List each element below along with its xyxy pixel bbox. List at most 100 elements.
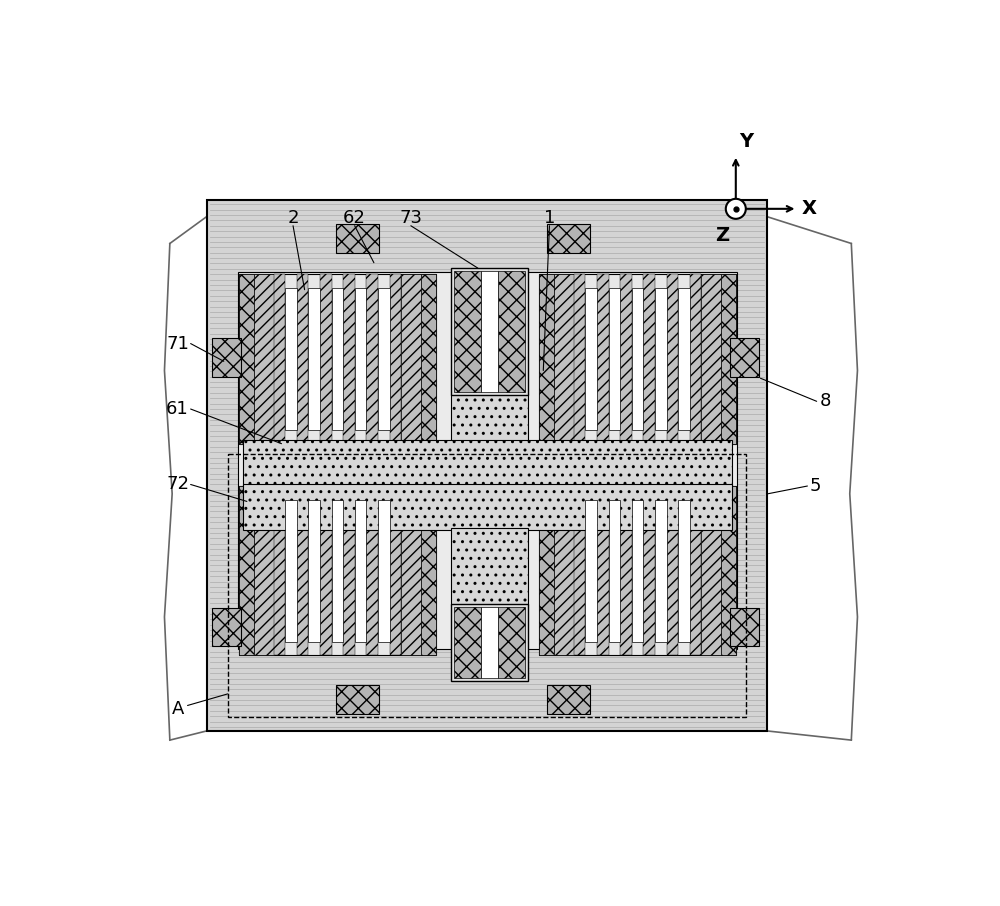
Bar [243, 484, 732, 530]
Bar [585, 499, 597, 641]
Bar [454, 607, 481, 678]
Bar [421, 275, 436, 444]
Text: 5: 5 [809, 477, 821, 495]
Bar [239, 275, 436, 444]
Bar [336, 224, 379, 254]
Bar [343, 275, 355, 444]
Bar [539, 275, 554, 444]
Bar [378, 499, 390, 641]
Bar [597, 275, 609, 444]
Bar [343, 486, 355, 655]
Bar [730, 608, 759, 646]
Text: 62: 62 [343, 209, 366, 227]
Bar [401, 275, 421, 444]
Bar [274, 486, 285, 655]
Text: 61: 61 [166, 400, 189, 418]
Circle shape [726, 198, 746, 219]
Bar [690, 486, 701, 655]
Bar [366, 275, 378, 444]
Bar [481, 271, 498, 392]
Bar [212, 338, 241, 377]
Bar [274, 275, 285, 444]
Bar [451, 393, 528, 486]
Bar [554, 275, 574, 444]
Bar [547, 224, 590, 254]
Bar [239, 275, 254, 444]
Bar [574, 486, 585, 655]
Bar [585, 288, 597, 430]
Bar [336, 685, 379, 714]
Bar [481, 607, 498, 678]
Bar [451, 268, 528, 395]
Bar [721, 275, 736, 444]
Bar [332, 499, 343, 641]
Bar [609, 288, 620, 430]
Bar [539, 275, 736, 444]
Bar [239, 486, 254, 655]
Text: 1: 1 [544, 209, 555, 227]
Bar [378, 288, 390, 430]
Bar [212, 608, 241, 646]
Bar [632, 499, 643, 641]
Bar [285, 499, 297, 641]
Bar [355, 288, 366, 430]
Bar [207, 199, 767, 731]
Text: 8: 8 [820, 392, 832, 410]
Bar [701, 486, 721, 655]
Bar [297, 275, 308, 444]
Bar [355, 499, 366, 641]
Bar [609, 499, 620, 641]
Bar [655, 288, 667, 430]
Bar [498, 271, 525, 392]
Bar [539, 486, 554, 655]
Bar [574, 275, 585, 444]
Bar [332, 288, 343, 430]
Bar [632, 288, 643, 430]
Bar [254, 275, 274, 444]
Bar [554, 486, 574, 655]
Bar [597, 486, 609, 655]
Text: Z: Z [715, 226, 729, 245]
Bar [243, 439, 732, 486]
Bar [539, 486, 736, 655]
Bar [390, 275, 401, 444]
Bar [667, 275, 678, 444]
Bar [320, 486, 332, 655]
Bar [254, 486, 274, 655]
Bar [390, 486, 401, 655]
Text: A: A [171, 700, 184, 718]
Text: X: X [801, 199, 816, 218]
Bar [701, 275, 721, 444]
Bar [454, 271, 481, 392]
Bar [451, 528, 528, 605]
Bar [620, 486, 632, 655]
Bar [308, 499, 320, 641]
Bar [228, 454, 746, 717]
Bar [421, 486, 436, 655]
Bar [667, 486, 678, 655]
Bar [366, 486, 378, 655]
Bar [320, 275, 332, 444]
Text: 71: 71 [166, 334, 189, 352]
Bar [401, 486, 421, 655]
Text: Y: Y [740, 132, 754, 151]
Bar [643, 275, 655, 444]
Text: 73: 73 [399, 209, 422, 227]
Bar [285, 288, 297, 430]
Bar [451, 603, 528, 680]
Bar [721, 486, 736, 655]
Bar [620, 275, 632, 444]
Bar [643, 486, 655, 655]
Bar [547, 685, 590, 714]
Text: 72: 72 [166, 476, 189, 494]
Bar [678, 288, 690, 430]
Bar [655, 499, 667, 641]
Bar [308, 288, 320, 430]
Bar [498, 607, 525, 678]
Bar [678, 499, 690, 641]
Bar [297, 486, 308, 655]
Bar [690, 275, 701, 444]
Bar [730, 338, 759, 377]
Bar [238, 272, 737, 650]
Text: 2: 2 [287, 209, 299, 227]
